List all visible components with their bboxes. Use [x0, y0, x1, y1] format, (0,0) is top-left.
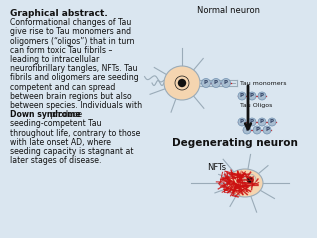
Text: between brain regions but also: between brain regions but also [10, 92, 132, 101]
Circle shape [268, 118, 276, 126]
Text: give rise to Tau monomers and: give rise to Tau monomers and [10, 27, 131, 36]
Circle shape [211, 79, 221, 88]
Circle shape [263, 126, 271, 134]
Circle shape [258, 92, 266, 100]
Text: oligomers (“oligos”) that in turn: oligomers (“oligos”) that in turn [10, 37, 134, 46]
Text: throughout life, contrary to those: throughout life, contrary to those [10, 129, 140, 138]
Text: Down syndrome: Down syndrome [10, 110, 81, 119]
Text: P: P [255, 127, 259, 132]
Text: P: P [265, 127, 269, 132]
Text: Tau monomers: Tau monomers [240, 81, 287, 86]
Text: between species. Individuals with: between species. Individuals with [10, 101, 142, 110]
Text: seeding capacity is stagnant at: seeding capacity is stagnant at [10, 147, 133, 156]
Circle shape [202, 79, 210, 88]
Circle shape [222, 79, 230, 88]
Circle shape [258, 118, 266, 126]
Text: P: P [240, 119, 244, 124]
Circle shape [178, 79, 186, 87]
Text: P: P [204, 80, 208, 85]
Text: can form toxic Tau fibrils –: can form toxic Tau fibrils – [10, 46, 112, 55]
Text: Graphical abstract.: Graphical abstract. [10, 9, 108, 18]
Circle shape [248, 118, 256, 126]
Circle shape [248, 92, 256, 100]
Text: fibrils and oligomers are seeding: fibrils and oligomers are seeding [10, 73, 139, 82]
Text: P: P [224, 80, 228, 85]
Text: P: P [245, 127, 249, 132]
Circle shape [238, 118, 246, 126]
Text: P: P [240, 93, 244, 98]
Ellipse shape [227, 169, 263, 197]
Text: neurofibrillary tangles, NFTs. Tau: neurofibrillary tangles, NFTs. Tau [10, 64, 138, 73]
Text: produce: produce [48, 110, 82, 119]
Text: P: P [260, 119, 264, 124]
Text: P: P [270, 119, 274, 124]
Text: P: P [250, 93, 254, 98]
Text: Degenerating neuron: Degenerating neuron [172, 138, 298, 148]
Ellipse shape [164, 66, 200, 100]
Text: NFTs: NFTs [207, 163, 226, 172]
Circle shape [238, 92, 246, 100]
Circle shape [243, 126, 251, 134]
Circle shape [175, 76, 189, 90]
Text: Normal neuron: Normal neuron [197, 6, 260, 15]
Text: leading to intracellular: leading to intracellular [10, 55, 99, 64]
Text: with late onset AD, where: with late onset AD, where [10, 138, 111, 147]
Text: seeding-competent Tau: seeding-competent Tau [10, 119, 102, 128]
Text: Tau Oligos: Tau Oligos [240, 103, 272, 108]
Text: P: P [214, 80, 218, 85]
Text: P: P [260, 93, 264, 98]
Text: competent and can spread: competent and can spread [10, 83, 115, 92]
Circle shape [244, 174, 256, 186]
Text: later stages of disease.: later stages of disease. [10, 156, 101, 165]
Text: P: P [250, 119, 254, 124]
Circle shape [247, 177, 254, 183]
Text: Conformational changes of Tau: Conformational changes of Tau [10, 18, 131, 27]
Circle shape [253, 126, 261, 134]
